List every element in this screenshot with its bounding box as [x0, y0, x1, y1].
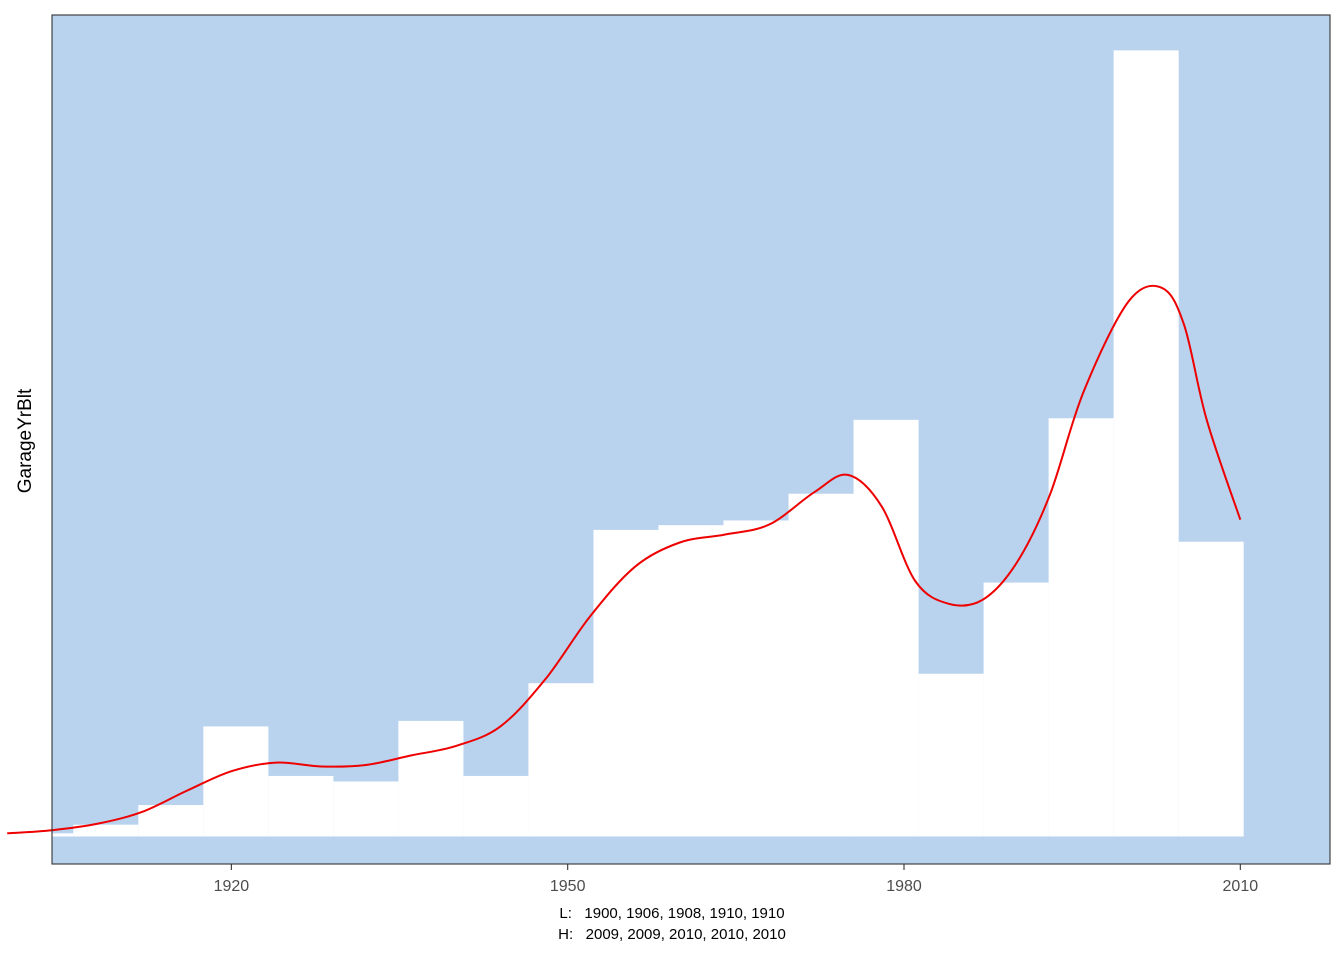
- histogram-bar-14: [918, 673, 984, 837]
- histogram-bar-15: [983, 582, 1049, 837]
- histogram-bar-9: [593, 529, 659, 837]
- histogram-bar-16: [1048, 418, 1114, 837]
- histogram-bar-0: [8, 833, 74, 837]
- histogram-bar-7: [463, 775, 529, 837]
- histogram-bar-3: [203, 726, 269, 837]
- panel-border: [51, 14, 1331, 865]
- histogram-bar-13: [853, 419, 919, 837]
- histogram-bar-10: [658, 525, 724, 837]
- histogram-bar-18: [1178, 541, 1244, 837]
- histogram-bar-12: [788, 493, 854, 837]
- histogram-bar-11: [723, 520, 789, 837]
- histogram-bar-1: [73, 824, 139, 837]
- x-tick-label-1980: 1980: [886, 878, 922, 895]
- y-axis-label: GarageYrBlt: [15, 388, 36, 493]
- histogram-bar-17: [1113, 50, 1179, 837]
- histogram-bar-6: [398, 720, 464, 837]
- x-tick-label-2010: 2010: [1223, 878, 1259, 895]
- x-axis: 1920 1950 1980 2010: [214, 864, 1259, 895]
- histogram-bar-2: [138, 805, 204, 837]
- caption-lowest-values: L: 1900, 1906, 1908, 1910, 1910: [559, 905, 785, 922]
- caption-highest-values: H: 2009, 2009, 2010, 2010, 2010: [558, 926, 786, 943]
- x-tick-label-1950: 1950: [550, 878, 586, 895]
- histogram-bar-4: [268, 775, 334, 837]
- density-curve: [7, 284, 1242, 835]
- histogram-bar-8: [528, 683, 594, 837]
- histogram-bars: [8, 50, 1244, 837]
- histogram-bar-5: [333, 781, 399, 837]
- x-tick-label-1920: 1920: [214, 878, 250, 895]
